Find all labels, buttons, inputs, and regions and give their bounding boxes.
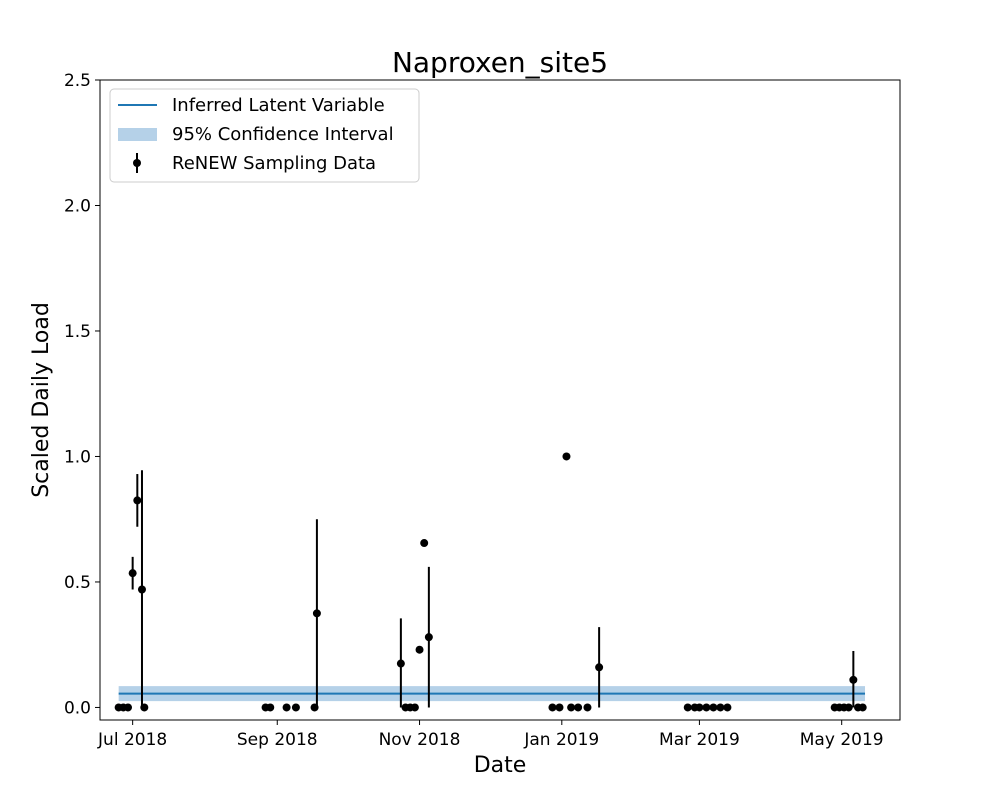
y-tick-label-5: 2.5 (64, 71, 91, 91)
sample-point-8 (266, 703, 275, 712)
sample-point-31 (709, 703, 718, 712)
sample-point-37 (844, 703, 853, 712)
x-axis-title: Date (474, 753, 527, 778)
chart-title: Naproxen_site5 (392, 46, 608, 79)
y-tick-label-0: 0.0 (64, 698, 91, 718)
sample-point-22 (562, 452, 571, 461)
x-tick-label-3: Jan 2019 (523, 730, 599, 750)
sample-point-38 (849, 675, 858, 684)
sample-point-21 (555, 703, 564, 712)
sample-point-10 (291, 703, 300, 712)
legend-band-swatch (118, 128, 157, 141)
y-tick-label-4: 2.0 (64, 196, 91, 216)
x-tick-label-2: Nov 2018 (379, 730, 461, 750)
sample-point-25 (583, 703, 592, 712)
sample-point-26 (595, 663, 604, 672)
legend-label-latent: Inferred Latent Variable (172, 95, 385, 116)
y-axis-title: Scaled Daily Load (29, 302, 54, 498)
sample-point-27 (683, 703, 692, 712)
sample-point-24 (574, 703, 583, 712)
legend-marker-swatch (133, 159, 141, 167)
x-axis: Jul 2018 Sep 2018 Nov 2018 Jan 2019 Mar 2019… (97, 720, 884, 750)
sample-point-5 (137, 585, 146, 594)
sample-point-17 (415, 645, 424, 654)
x-tick-label-1: Sep 2018 (237, 730, 318, 750)
x-tick-label-4: Mar 2019 (659, 730, 740, 750)
sample-point-33 (723, 703, 732, 712)
sample-point-29 (695, 703, 704, 712)
x-tick-label-5: May 2019 (800, 730, 884, 750)
sample-point-6 (140, 703, 149, 712)
sample-point-3 (128, 569, 137, 578)
sample-point-32 (716, 703, 725, 712)
sample-point-13 (396, 659, 405, 668)
y-axis: 0.0 0.5 1.0 1.5 2.0 2.5 (64, 71, 100, 718)
sample-point-2 (123, 703, 132, 712)
x-tick-label-0: Jul 2018 (97, 730, 167, 750)
sample-point-4 (133, 496, 142, 505)
sample-point-19 (424, 633, 433, 642)
y-tick-label-2: 1.0 (64, 447, 91, 467)
sample-point-30 (702, 703, 711, 712)
plot-area (114, 452, 867, 712)
sample-point-20 (548, 703, 557, 712)
sample-point-23 (567, 703, 576, 712)
sample-point-18 (420, 539, 429, 548)
y-tick-label-3: 1.5 (64, 322, 91, 342)
sample-point-9 (282, 703, 291, 712)
sample-point-16 (410, 703, 419, 712)
legend-frame (109, 88, 420, 183)
y-tick-label-1: 0.5 (64, 573, 91, 593)
legend-label-confidence: 95% Confidence Interval (172, 124, 394, 145)
legend-label-samples: ReNEW Sampling Data (172, 153, 376, 174)
sample-point-40 (858, 703, 867, 712)
sample-point-12 (312, 609, 321, 618)
sample-point-11 (310, 703, 319, 712)
legend: Inferred Latent Variable 95% Confidence … (109, 88, 420, 183)
plot-frame (99, 79, 901, 721)
